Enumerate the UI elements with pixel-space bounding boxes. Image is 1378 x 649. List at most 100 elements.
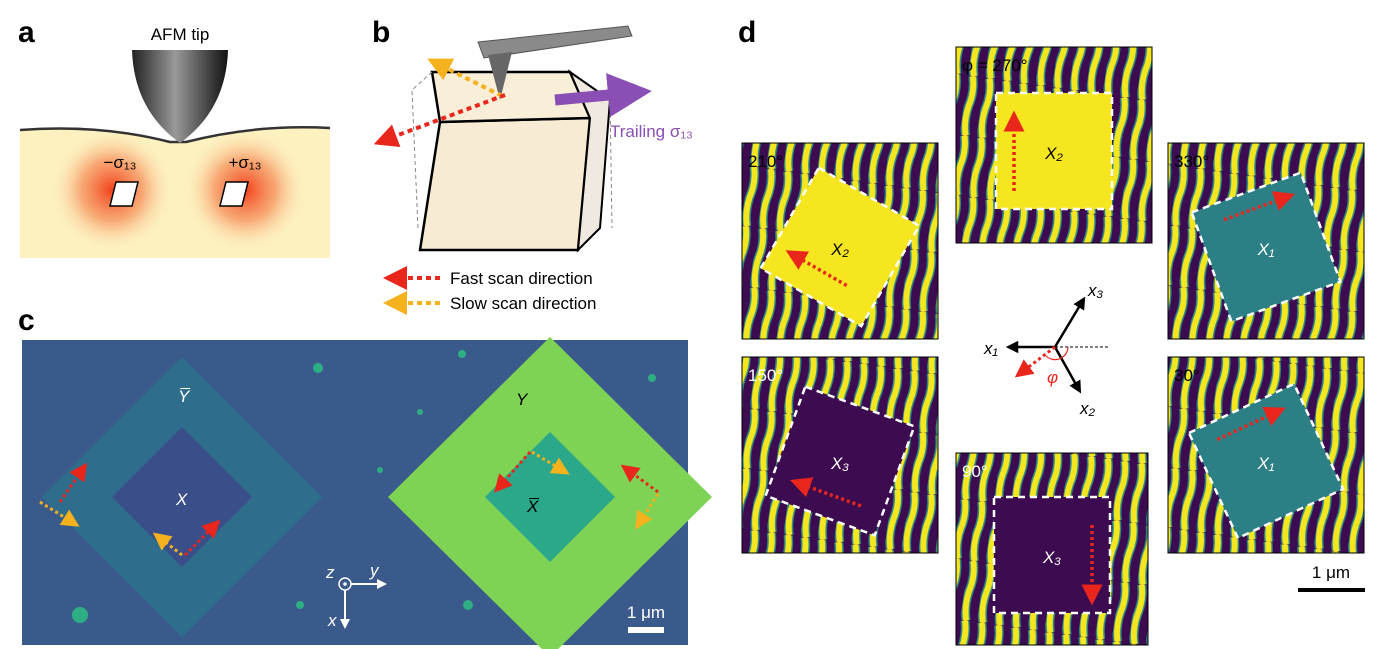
pfm-image: 210° X₂ bbox=[741, 142, 939, 340]
domain-label: X₃ bbox=[1042, 548, 1061, 567]
domain-label: X̅ bbox=[526, 497, 540, 516]
pfm-image: 30° X₁ bbox=[1167, 356, 1365, 554]
shape bbox=[417, 409, 423, 415]
domain-fill bbox=[1188, 383, 1344, 539]
pfm-image: φ = 270° X₂ bbox=[955, 46, 1153, 244]
panel-d: d x₁ x₃ x₂ φ 1 μm φ = 270° X₂ 210° X₂ 330° X₁… bbox=[738, 16, 1365, 646]
panel-c: c Y̅ X Y X̅ z y x 1 μm bbox=[18, 304, 712, 649]
shear-element bbox=[219, 181, 249, 207]
trailing-arrow bbox=[554, 73, 652, 117]
shape bbox=[1053, 346, 1082, 394]
scan-arrow bbox=[1223, 191, 1296, 222]
domain-label: X₁ bbox=[1257, 454, 1275, 473]
scale-label: 1 μm bbox=[1312, 563, 1350, 582]
specks bbox=[72, 350, 656, 623]
angle-label: 150° bbox=[748, 366, 783, 385]
scale-label: 1 μm bbox=[627, 603, 665, 622]
written-domain bbox=[759, 166, 921, 328]
fast-arrow bbox=[373, 93, 506, 148]
angle-label: 30° bbox=[1174, 366, 1200, 385]
domain-label: Y̅ bbox=[178, 387, 191, 406]
panel-label: b bbox=[372, 16, 390, 49]
shape bbox=[463, 600, 473, 610]
panel-b: b Trailing σ₁₃ Fast scan direction Slow … bbox=[372, 16, 693, 315]
scan-arrows bbox=[39, 450, 660, 557]
axis-label: y bbox=[369, 561, 380, 580]
written-domain bbox=[994, 91, 1114, 211]
panel-a: a AFM tip −σ₁₃ +σ₁₃ bbox=[18, 16, 331, 258]
shape bbox=[648, 374, 656, 382]
axis-label: z bbox=[325, 563, 335, 582]
pfm-image: 330° X₁ bbox=[1167, 142, 1365, 340]
angle-label: 90° bbox=[962, 462, 988, 481]
angle-label: 210° bbox=[748, 152, 783, 171]
shape bbox=[183, 519, 221, 557]
afm-tip bbox=[132, 50, 228, 143]
surface bbox=[19, 126, 331, 144]
domain-border bbox=[992, 495, 1112, 615]
axes-glyph bbox=[1005, 296, 1108, 394]
tip-label: AFM tip bbox=[151, 25, 210, 44]
panel-label: a bbox=[18, 16, 35, 49]
scale-bar bbox=[628, 627, 664, 633]
domain-label: X₂ bbox=[1044, 144, 1063, 163]
pfm-image: 150° X₃ bbox=[741, 356, 939, 554]
shape bbox=[620, 464, 659, 494]
domain-border bbox=[1187, 382, 1345, 540]
cantilever bbox=[477, 25, 633, 59]
scan-arrow bbox=[1216, 406, 1286, 442]
axes-glyph bbox=[338, 577, 387, 629]
shear-element bbox=[109, 181, 139, 207]
cantilever-tip bbox=[488, 52, 512, 100]
angle-label: φ bbox=[1047, 368, 1058, 387]
domain-label: X₁ bbox=[1257, 240, 1275, 259]
domain-label: Y bbox=[516, 390, 529, 409]
shape bbox=[313, 363, 323, 373]
shape bbox=[152, 532, 183, 557]
shape bbox=[343, 582, 347, 586]
domain-xbar bbox=[485, 432, 615, 562]
angle-label: 330° bbox=[1174, 152, 1209, 171]
shape bbox=[1053, 296, 1086, 348]
angle-label: φ = 270° bbox=[962, 56, 1028, 75]
domain-border bbox=[1190, 171, 1342, 323]
axis-label: x bbox=[327, 611, 337, 630]
scan-arrow bbox=[789, 477, 862, 508]
legend-text: Fast scan direction bbox=[450, 269, 593, 288]
shape bbox=[296, 601, 304, 609]
domain-border bbox=[759, 166, 921, 328]
shape bbox=[1014, 345, 1056, 378]
guide-line bbox=[411, 71, 613, 229]
pfm-image: 90° X₃ bbox=[955, 452, 1149, 646]
trailing-label: Trailing σ₁₃ bbox=[610, 122, 693, 141]
shape bbox=[58, 462, 88, 503]
legend-text: Slow scan direction bbox=[450, 294, 596, 313]
written-domain bbox=[992, 495, 1112, 615]
shape bbox=[377, 467, 383, 473]
stress-glow bbox=[50, 128, 174, 252]
written-domain bbox=[1187, 382, 1345, 540]
axis-label: x₁ bbox=[983, 339, 998, 358]
shape bbox=[39, 500, 80, 527]
domain-border bbox=[764, 385, 916, 537]
domain-label: X₂ bbox=[830, 240, 849, 259]
shape bbox=[458, 350, 466, 358]
domain-fill bbox=[760, 167, 920, 327]
box-face bbox=[418, 116, 592, 252]
shape bbox=[72, 607, 88, 623]
written-domain bbox=[764, 385, 916, 537]
written-domain bbox=[1190, 171, 1342, 323]
shape bbox=[494, 451, 532, 493]
domain-border bbox=[994, 91, 1114, 211]
domain-fill bbox=[1191, 172, 1341, 322]
scan-arrow bbox=[785, 250, 848, 287]
domain-label: X₃ bbox=[830, 454, 849, 473]
stress-label: −σ₁₃ bbox=[103, 153, 136, 172]
axis-label: x₃ bbox=[1087, 281, 1104, 300]
shape bbox=[1045, 346, 1069, 361]
domain-label: X bbox=[175, 490, 188, 509]
panel-label: c bbox=[18, 304, 35, 337]
panel-label: d bbox=[738, 16, 756, 49]
axis-label: x₂ bbox=[1079, 399, 1096, 418]
